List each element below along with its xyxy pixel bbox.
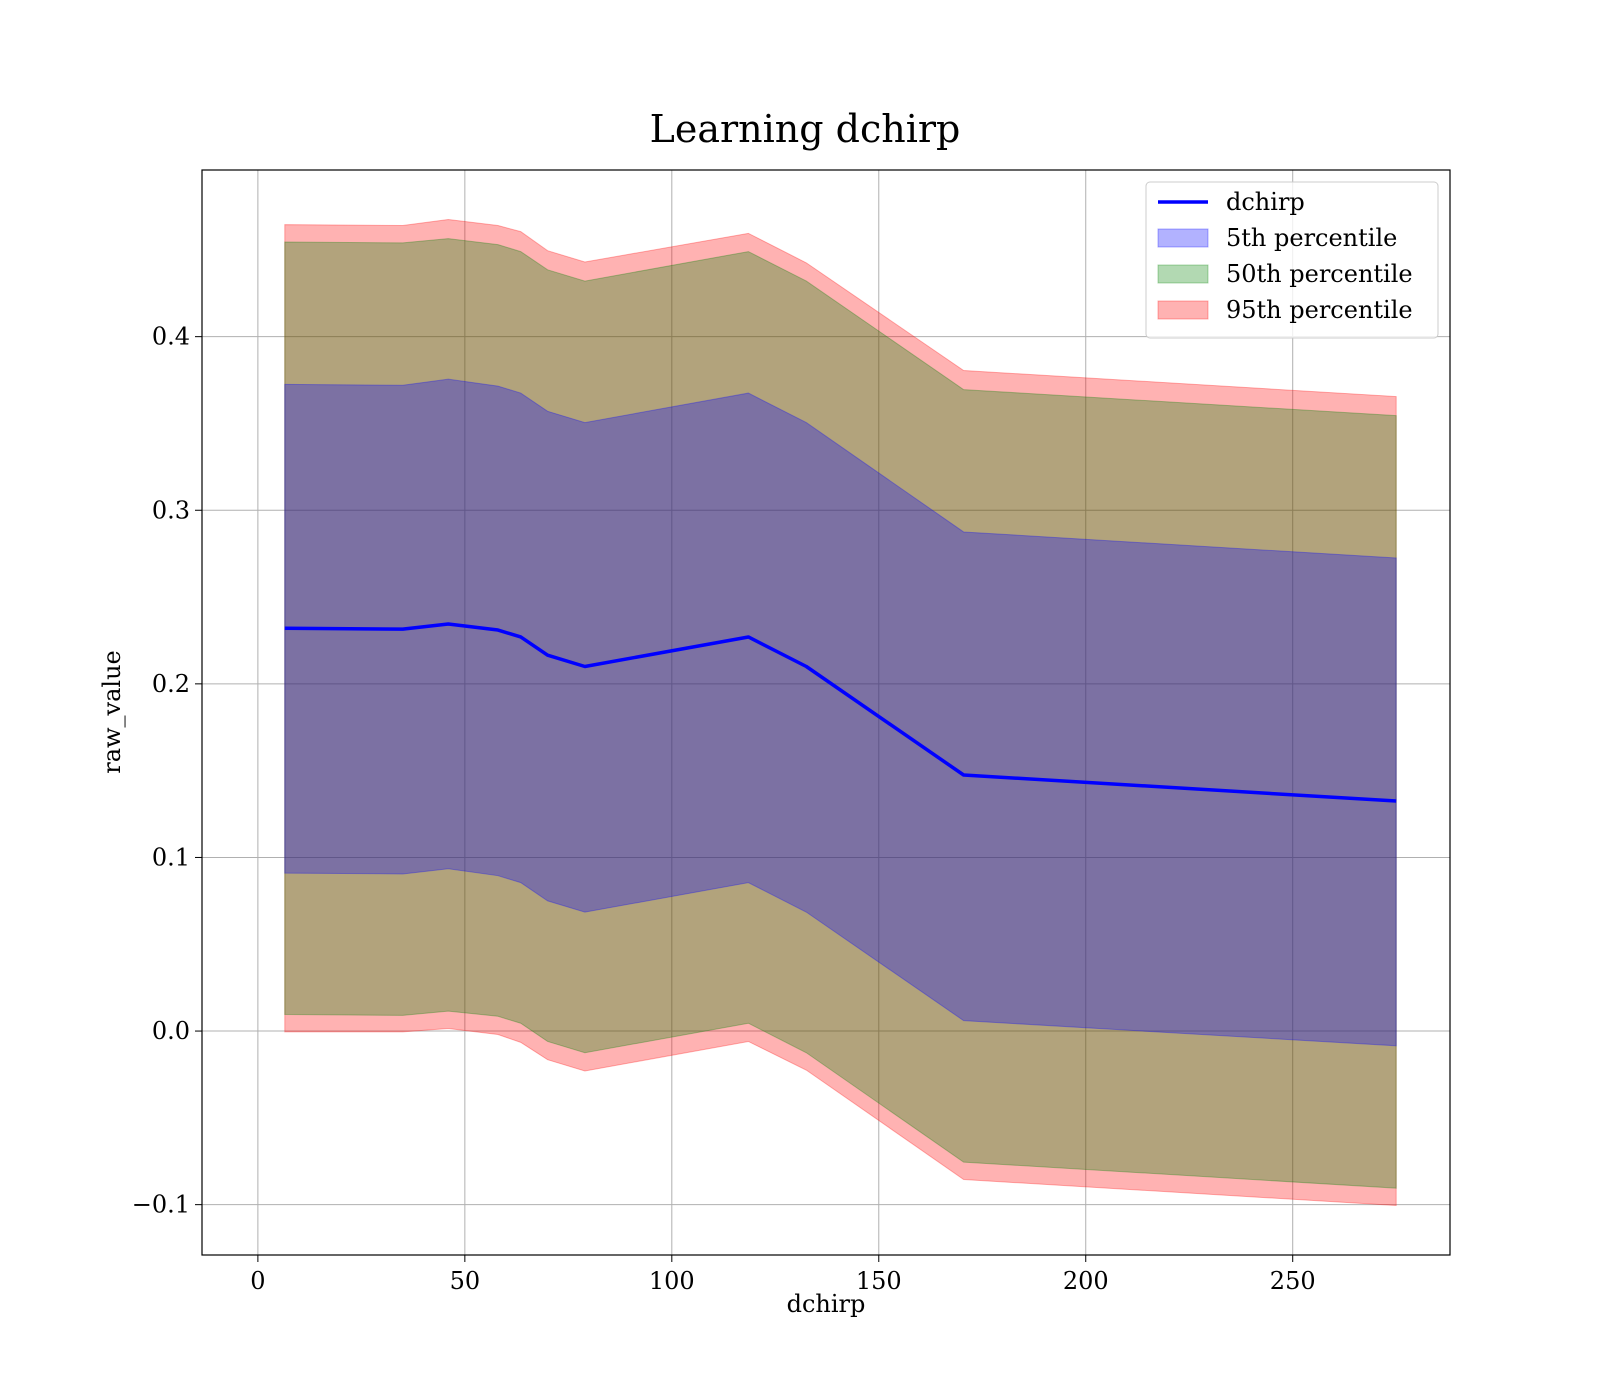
legend-label: 95th percentile	[1226, 296, 1413, 324]
x-axis-label: dchirp	[787, 1290, 866, 1318]
band-50th-percentile	[284, 238, 1397, 1189]
plot-frame	[201, 169, 1451, 1256]
y-tick-label: 0.4	[152, 323, 190, 351]
legend-label: 50th percentile	[1226, 260, 1413, 288]
y-axis-label: raw_value	[98, 650, 126, 774]
x-tick-label: 150	[856, 1267, 902, 1295]
legend-box	[1145, 181, 1439, 339]
y-tick-label: 0.0	[152, 1017, 190, 1045]
x-tick-label: 250	[1270, 1267, 1316, 1295]
x-tick-label: 0	[250, 1267, 265, 1295]
x-axis-ticks: 0 50 100 150 200 250	[250, 1255, 1316, 1295]
series-line-dchirp	[284, 622, 1397, 803]
line-layer	[284, 622, 1397, 803]
legend: dchirp 5th percentile 50th percentile 95th …	[1145, 181, 1439, 339]
band-95th-percentile	[284, 218, 1397, 1207]
legend-patch-swatch	[1157, 264, 1209, 284]
band-5th-percentile	[284, 378, 1397, 1047]
legend-label: 5th percentile	[1226, 224, 1397, 252]
y-tick-label: 0.3	[152, 496, 190, 524]
legend-patch-swatch	[1157, 228, 1209, 248]
legend-label: dchirp	[1226, 188, 1305, 216]
y-axis-ticks: −0.1 0.0 0.1 0.2 0.3 0.4	[132, 323, 202, 1219]
x-tick-label: 200	[1063, 1267, 1109, 1295]
y-tick-label: −0.1	[132, 1191, 190, 1219]
y-tick-label: 0.2	[152, 670, 190, 698]
x-tick-label: 100	[649, 1267, 695, 1295]
band-layer	[284, 218, 1397, 1207]
grid-layer	[202, 170, 1450, 1255]
y-tick-label: 0.1	[152, 843, 190, 871]
legend-patch-swatch	[1157, 300, 1209, 320]
chart-title: Learning dchirp	[650, 107, 961, 151]
x-tick-label: 50	[450, 1267, 481, 1295]
